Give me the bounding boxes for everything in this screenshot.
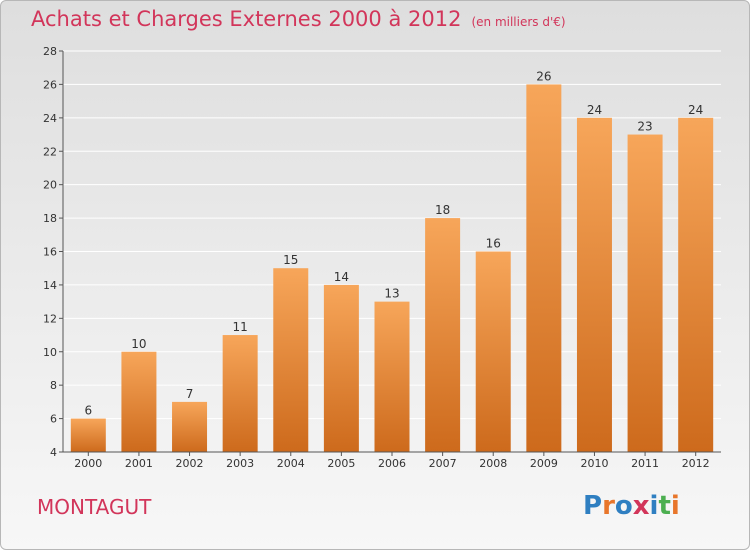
y-tick-label: 12	[43, 312, 57, 325]
x-tick-label: 2002	[176, 457, 204, 470]
x-tick-label: 2005	[327, 457, 355, 470]
y-tick-label: 8	[50, 379, 57, 392]
title-main: Achats et Charges Externes 2000 à 2012	[31, 7, 462, 31]
y-tick-label: 18	[43, 212, 57, 225]
x-tick-label: 2008	[479, 457, 507, 470]
x-tick-label: 2004	[277, 457, 305, 470]
logo-letter: i	[670, 491, 680, 521]
data-label: 11	[233, 320, 248, 334]
x-tick-label: 2003	[226, 457, 254, 470]
x-tick-label: 2010	[580, 457, 608, 470]
y-tick-label: 4	[50, 446, 57, 459]
x-tick-label: 2001	[125, 457, 153, 470]
x-tick-label: 2012	[682, 457, 710, 470]
data-label: 26	[536, 69, 551, 83]
bar	[70, 418, 106, 452]
title-unit: (en milliers d'€)	[471, 15, 566, 29]
logo-letter: r	[602, 491, 615, 521]
y-tick-label: 28	[43, 45, 57, 58]
bar	[121, 351, 157, 452]
bar	[273, 268, 309, 452]
bar	[374, 301, 410, 452]
data-label: 7	[186, 387, 194, 401]
x-tick-label: 2009	[530, 457, 558, 470]
data-label: 6	[84, 404, 92, 418]
logo-letter: t	[658, 491, 671, 521]
chart-title: Achats et Charges Externes 2000 à 2012 (e…	[31, 7, 566, 31]
x-tick-label: 2007	[429, 457, 457, 470]
data-label: 23	[637, 120, 652, 134]
y-tick-label: 26	[43, 78, 57, 91]
proxiti-logo: Proxiti	[583, 491, 680, 521]
logo-letter: i	[649, 491, 659, 521]
data-label: 18	[435, 203, 450, 217]
x-tick-label: 2000	[74, 457, 102, 470]
y-tick-label: 22	[43, 145, 57, 158]
bar	[222, 335, 258, 452]
bar	[526, 84, 562, 453]
bar	[678, 117, 714, 452]
bar	[323, 284, 359, 452]
x-tick-label: 2006	[378, 457, 406, 470]
bar	[576, 117, 612, 452]
y-tick-label: 24	[43, 112, 57, 125]
commune-name: MONTAGUT	[37, 495, 152, 519]
y-tick-label: 20	[43, 179, 57, 192]
bar	[425, 218, 461, 452]
y-tick-label: 14	[43, 279, 57, 292]
data-label: 24	[587, 103, 602, 117]
logo-letter: P	[583, 491, 603, 521]
bar	[627, 134, 663, 452]
data-label: 16	[486, 237, 501, 251]
y-tick-label: 16	[43, 246, 57, 259]
data-label: 15	[283, 253, 298, 267]
y-tick-label: 6	[50, 413, 57, 426]
x-tick-label: 2011	[631, 457, 659, 470]
data-label: 10	[131, 337, 146, 351]
logo-letter: x	[632, 491, 650, 521]
data-label: 14	[334, 270, 349, 284]
y-tick-label: 10	[43, 346, 57, 359]
data-label: 13	[384, 287, 399, 301]
data-label: 24	[688, 103, 703, 117]
bar	[475, 251, 511, 452]
logo-letter: o	[614, 491, 633, 521]
bar	[172, 401, 208, 452]
